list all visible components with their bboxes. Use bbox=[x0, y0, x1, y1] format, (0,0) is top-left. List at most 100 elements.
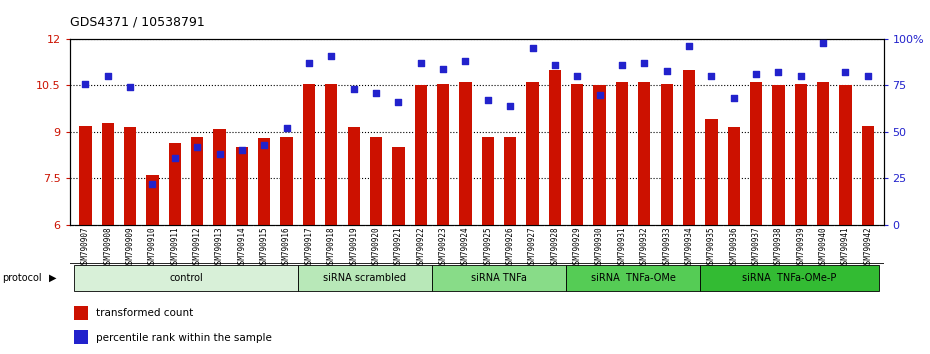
Text: GSM790928: GSM790928 bbox=[551, 227, 559, 268]
Text: siRNA TNFa: siRNA TNFa bbox=[471, 273, 527, 283]
Text: GSM790939: GSM790939 bbox=[796, 227, 805, 268]
Text: GSM790938: GSM790938 bbox=[774, 227, 783, 268]
Point bbox=[771, 69, 786, 75]
Bar bbox=[683, 70, 695, 225]
Point bbox=[726, 96, 741, 101]
Bar bbox=[191, 137, 204, 225]
Text: GSM790932: GSM790932 bbox=[640, 227, 649, 268]
Bar bbox=[504, 137, 516, 225]
Bar bbox=[638, 82, 650, 225]
Point bbox=[368, 90, 383, 96]
Bar bbox=[526, 82, 538, 225]
Text: GSM790933: GSM790933 bbox=[662, 227, 671, 268]
Text: ▶: ▶ bbox=[49, 273, 57, 283]
Point bbox=[682, 44, 697, 49]
Bar bbox=[700, 265, 879, 291]
Bar bbox=[392, 147, 405, 225]
Text: GSM790910: GSM790910 bbox=[148, 227, 157, 268]
Text: GSM790940: GSM790940 bbox=[818, 227, 828, 268]
Text: GSM790916: GSM790916 bbox=[282, 227, 291, 268]
Text: GSM790931: GSM790931 bbox=[618, 227, 627, 268]
Text: GSM790909: GSM790909 bbox=[126, 227, 135, 268]
Text: siRNA  TNFa-OMe: siRNA TNFa-OMe bbox=[591, 273, 675, 283]
Point bbox=[749, 72, 764, 77]
Bar bbox=[73, 306, 88, 320]
Point bbox=[592, 92, 607, 97]
Text: GSM790925: GSM790925 bbox=[484, 227, 492, 268]
Bar bbox=[235, 147, 248, 225]
Text: GSM790920: GSM790920 bbox=[371, 227, 380, 268]
Bar bbox=[817, 82, 830, 225]
Text: GSM790913: GSM790913 bbox=[215, 227, 224, 268]
Point bbox=[167, 155, 182, 161]
Text: GSM790942: GSM790942 bbox=[863, 227, 872, 268]
Text: GSM790923: GSM790923 bbox=[439, 227, 447, 268]
Bar bbox=[794, 84, 807, 225]
Text: GSM790915: GSM790915 bbox=[259, 227, 269, 268]
Bar bbox=[616, 82, 628, 225]
Point bbox=[816, 40, 830, 45]
Point bbox=[481, 97, 496, 103]
Text: siRNA scrambled: siRNA scrambled bbox=[324, 273, 406, 283]
Point bbox=[458, 58, 472, 64]
Bar bbox=[727, 127, 740, 225]
Text: siRNA  TNFa-OMe-P: siRNA TNFa-OMe-P bbox=[742, 273, 837, 283]
Text: transformed count: transformed count bbox=[96, 308, 193, 318]
Bar bbox=[213, 129, 226, 225]
Point bbox=[615, 62, 630, 68]
Bar bbox=[298, 265, 432, 291]
Bar bbox=[840, 85, 852, 225]
Point bbox=[525, 45, 540, 51]
Point bbox=[391, 99, 405, 105]
Text: control: control bbox=[169, 273, 203, 283]
Bar bbox=[370, 137, 382, 225]
Bar bbox=[705, 119, 718, 225]
Bar bbox=[437, 84, 449, 225]
Text: GSM790927: GSM790927 bbox=[528, 227, 537, 268]
Text: GSM790912: GSM790912 bbox=[193, 227, 202, 268]
Bar bbox=[101, 122, 113, 225]
Bar bbox=[482, 137, 494, 225]
Text: GSM790935: GSM790935 bbox=[707, 227, 716, 268]
Point bbox=[324, 53, 339, 58]
Text: GSM790936: GSM790936 bbox=[729, 227, 738, 268]
Text: GSM790924: GSM790924 bbox=[461, 227, 470, 268]
Text: GSM790941: GSM790941 bbox=[841, 227, 850, 268]
Bar bbox=[459, 82, 472, 225]
Point bbox=[145, 181, 160, 187]
Point bbox=[301, 60, 316, 66]
Text: GSM790919: GSM790919 bbox=[349, 227, 358, 268]
Point bbox=[659, 68, 674, 73]
Bar bbox=[593, 85, 605, 225]
Point bbox=[860, 73, 875, 79]
Text: GSM790921: GSM790921 bbox=[394, 227, 403, 268]
Point bbox=[123, 84, 138, 90]
Bar bbox=[432, 265, 566, 291]
Text: GSM790911: GSM790911 bbox=[170, 227, 179, 268]
Point bbox=[78, 81, 93, 86]
Bar bbox=[348, 127, 360, 225]
Text: GSM790907: GSM790907 bbox=[81, 227, 90, 268]
Point bbox=[100, 73, 115, 79]
Point bbox=[257, 142, 272, 148]
Bar bbox=[571, 84, 583, 225]
Text: GSM790918: GSM790918 bbox=[326, 227, 336, 268]
Text: GDS4371 / 10538791: GDS4371 / 10538791 bbox=[70, 16, 205, 29]
Text: GSM790930: GSM790930 bbox=[595, 227, 604, 268]
Point bbox=[279, 125, 294, 131]
Point bbox=[503, 103, 518, 109]
Point bbox=[637, 60, 652, 66]
Text: GSM790926: GSM790926 bbox=[506, 227, 514, 268]
Bar bbox=[303, 84, 315, 225]
Bar bbox=[79, 126, 91, 225]
Text: GSM790917: GSM790917 bbox=[304, 227, 313, 268]
Point bbox=[413, 60, 428, 66]
Point bbox=[435, 66, 450, 72]
Point bbox=[570, 73, 585, 79]
Bar bbox=[168, 143, 181, 225]
Text: percentile rank within the sample: percentile rank within the sample bbox=[96, 332, 272, 343]
Point bbox=[346, 86, 361, 92]
Text: GSM790914: GSM790914 bbox=[237, 227, 246, 268]
Point bbox=[234, 148, 249, 153]
Text: GSM790922: GSM790922 bbox=[417, 227, 425, 268]
